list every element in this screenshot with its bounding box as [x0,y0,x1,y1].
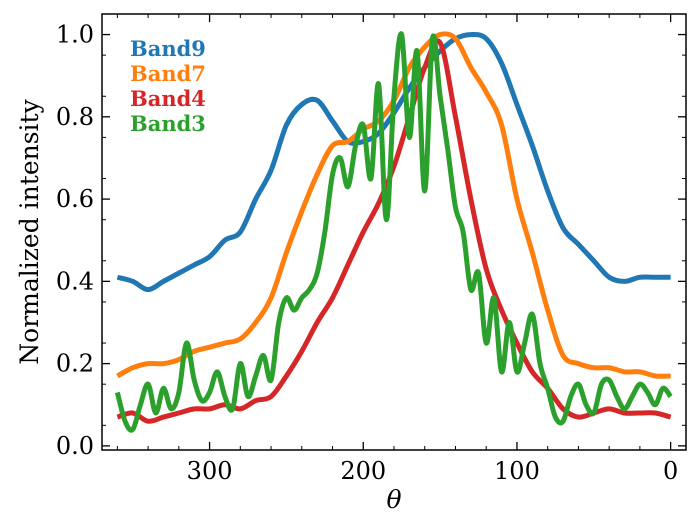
axis-ticks: 300 200 100 0 0.0 0.2 0.4 0.6 0.8 1.0 [56,14,686,485]
y-tick-label: 0.4 [56,267,94,295]
legend-label-band3: Band3 [130,111,206,136]
y-tick-label: 0.2 [56,350,94,378]
series-line-band4 [116,38,672,424]
series-layer [114,31,673,433]
y-tick-label: 0.8 [56,103,94,131]
x-tick-label: 200 [340,457,386,485]
legend-label-band7: Band7 [130,61,206,86]
legend-label-band9: Band9 [130,36,206,61]
y-axis-title: Normalized intensity [15,98,44,364]
y-tick-label: 0.6 [56,185,94,213]
y-tick-label: 1.0 [56,21,94,49]
legend-label-band4: Band4 [130,86,206,111]
x-tick-label: 100 [494,457,540,485]
y-tick-label: 0.0 [56,432,94,460]
x-tick-label: 0 [663,457,678,485]
x-tick-label: 300 [187,457,233,485]
x-axis-title: θ [386,485,401,513]
series-line-band3 [114,31,673,433]
